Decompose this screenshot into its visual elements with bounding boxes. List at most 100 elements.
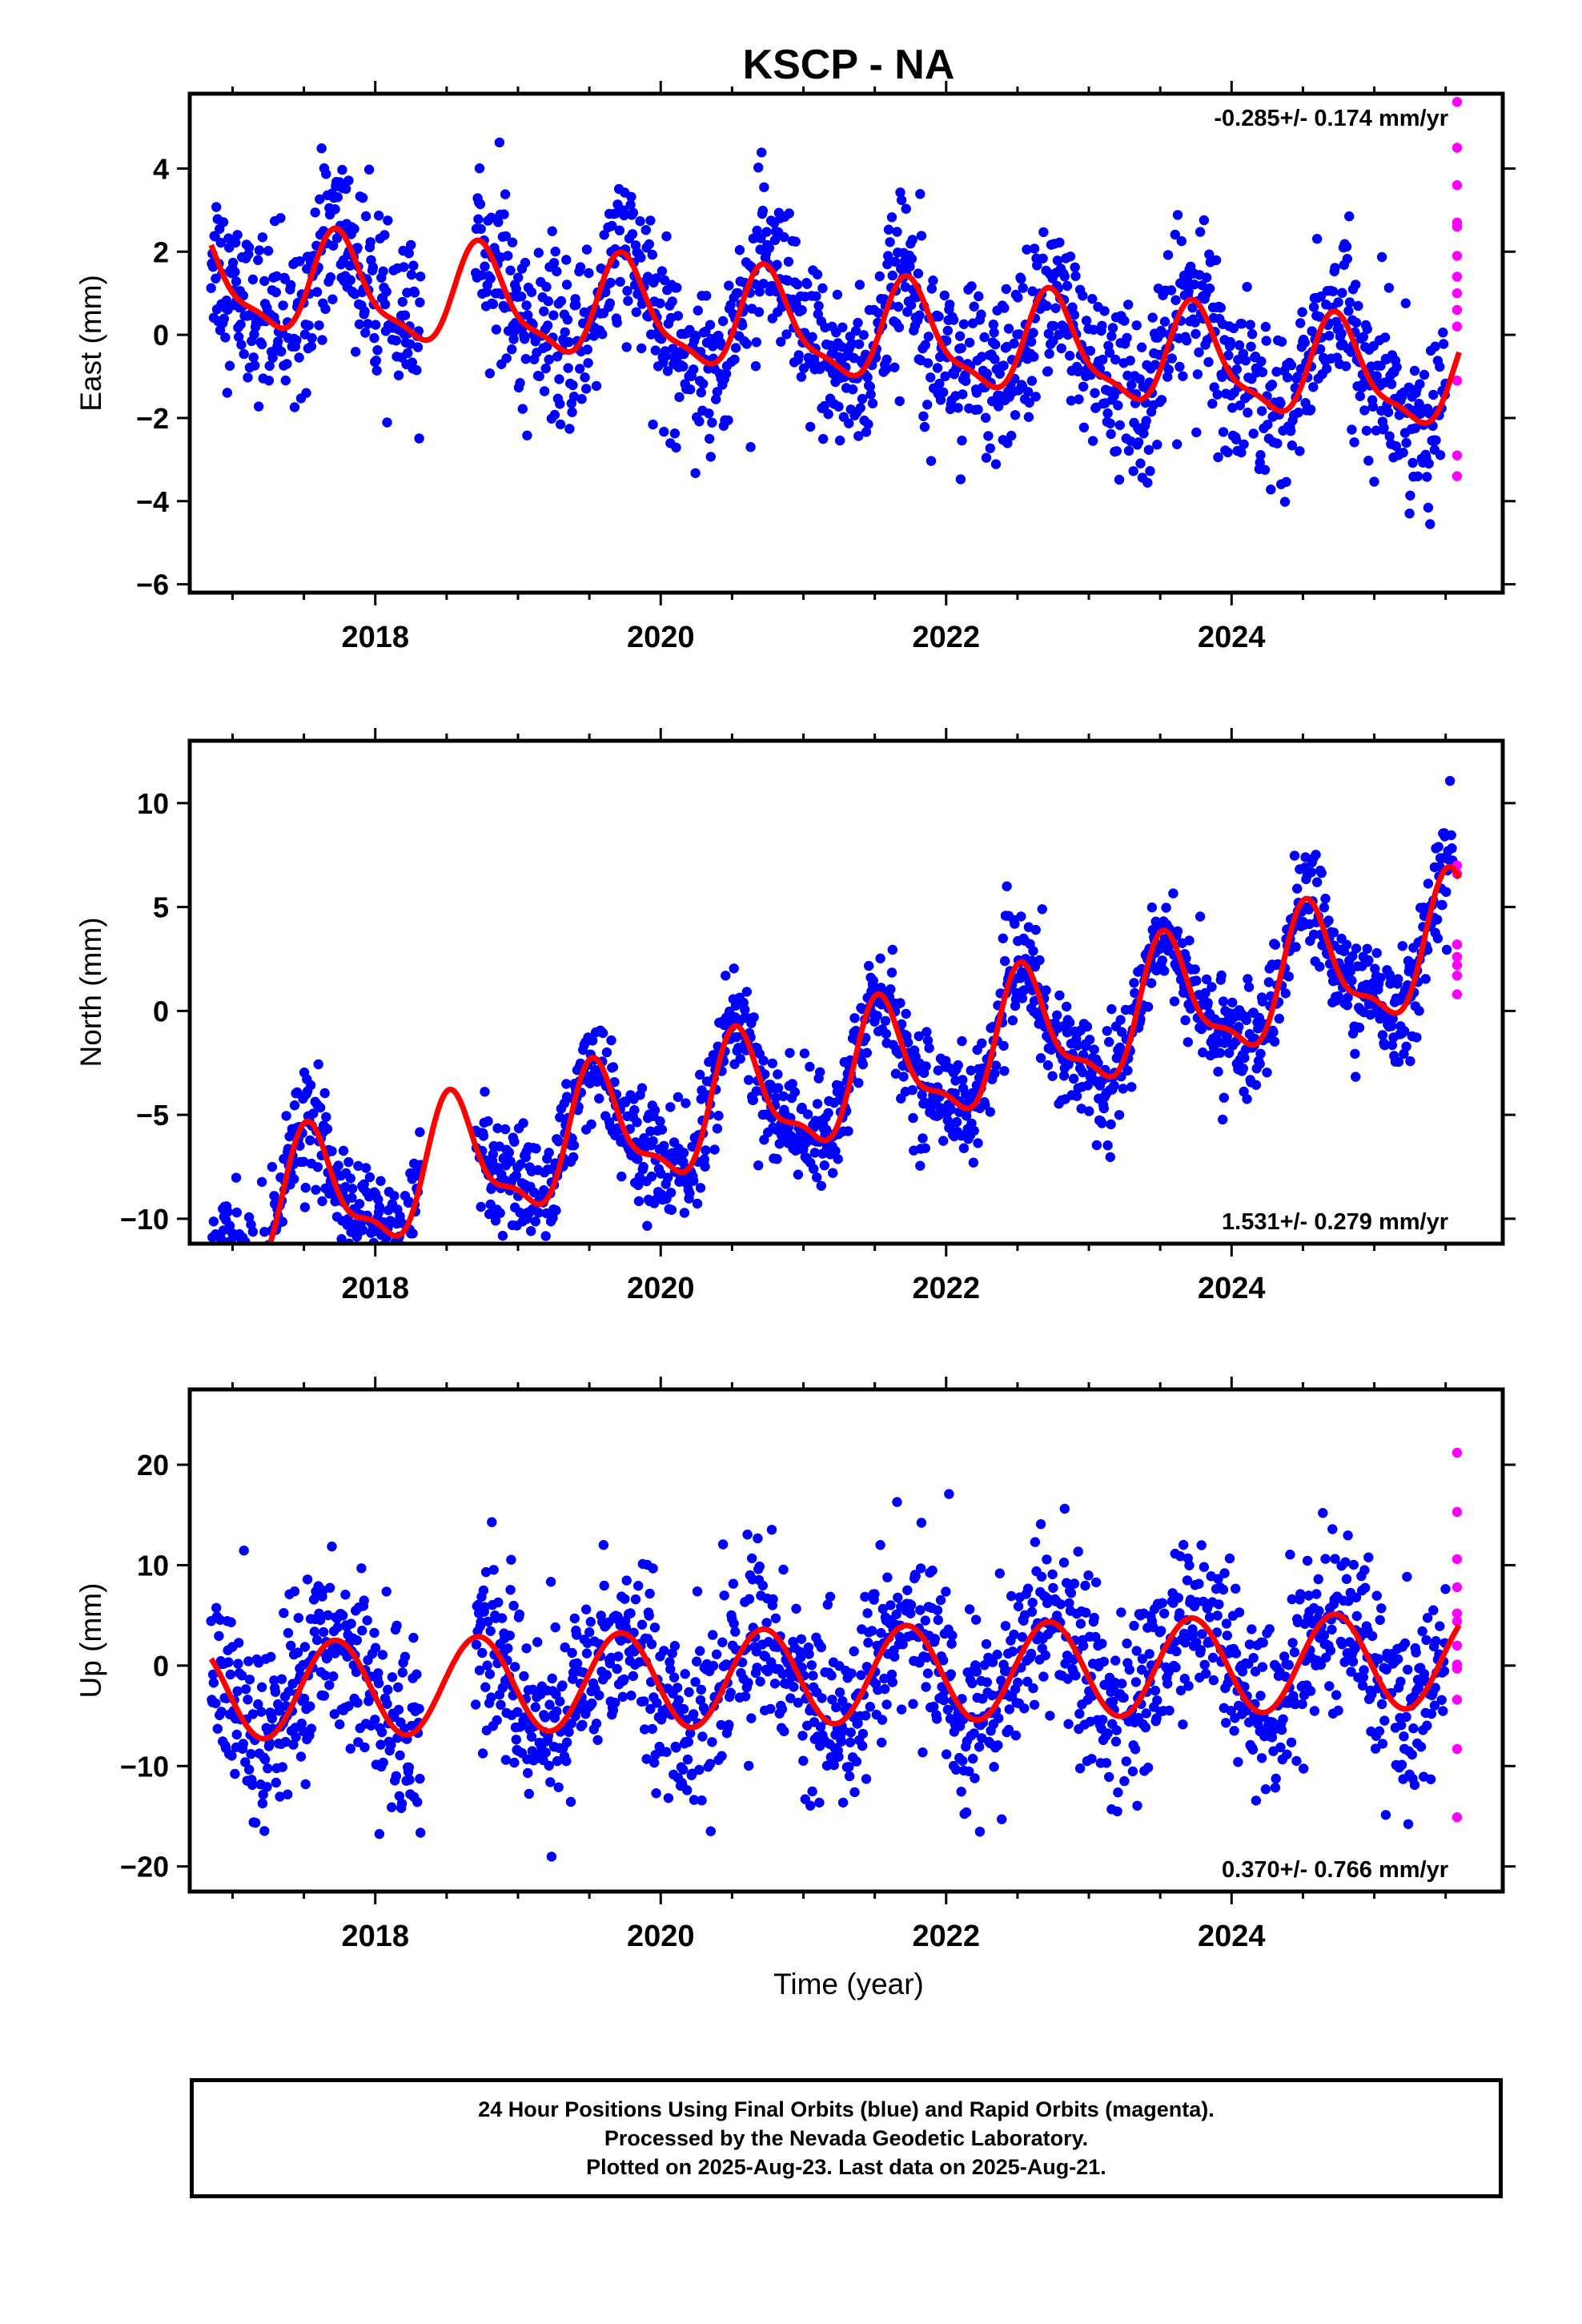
data-point <box>926 283 938 294</box>
data-point <box>967 1753 978 1764</box>
data-point <box>1106 331 1117 341</box>
data-point <box>289 402 300 412</box>
data-point <box>704 408 714 419</box>
data-point <box>1345 966 1356 977</box>
data-point <box>1308 929 1319 940</box>
data-point <box>1023 412 1034 422</box>
data-point <box>746 1713 757 1723</box>
data-point <box>1006 1590 1017 1602</box>
data-point <box>811 291 821 302</box>
data-point <box>1305 404 1316 415</box>
data-point <box>1191 328 1201 340</box>
data-point <box>1146 978 1157 988</box>
data-point <box>1136 342 1147 352</box>
data-point <box>381 1586 391 1597</box>
data-point <box>266 1256 275 1265</box>
data-point <box>302 1574 313 1585</box>
data-point <box>374 1201 385 1212</box>
data-point <box>1062 1001 1072 1012</box>
data-point <box>1028 328 1038 338</box>
data-point <box>1089 1612 1099 1623</box>
data-point <box>1379 1039 1391 1051</box>
data-point <box>245 1270 255 1280</box>
data-point <box>324 1582 335 1593</box>
data-point <box>1255 450 1266 460</box>
data-point <box>301 388 311 398</box>
data-point <box>887 1677 898 1687</box>
data-point <box>1117 1679 1127 1689</box>
data-point <box>652 1698 662 1708</box>
data-point <box>1197 1629 1207 1639</box>
data-point <box>1126 1082 1137 1092</box>
data-point <box>815 1722 826 1732</box>
data-point <box>1172 439 1182 449</box>
data-point <box>1237 319 1247 329</box>
data-point <box>587 1698 597 1709</box>
data-point <box>874 271 885 282</box>
data-point <box>649 1757 660 1768</box>
data-point <box>635 216 645 227</box>
data-point <box>214 1630 224 1642</box>
data-point <box>709 1144 720 1155</box>
data-point <box>561 1079 572 1089</box>
data-point <box>617 1691 628 1702</box>
data-point <box>483 1616 493 1627</box>
data-point <box>1351 1592 1362 1603</box>
data-point <box>248 352 259 363</box>
data-point <box>565 1796 576 1807</box>
data-point <box>1386 379 1397 389</box>
data-point <box>693 305 703 316</box>
data-point <box>1125 356 1135 366</box>
data-point <box>844 1771 855 1782</box>
data-point <box>360 328 371 338</box>
data-point <box>1295 446 1305 456</box>
data-point <box>669 428 681 439</box>
data-point <box>1032 260 1042 271</box>
rapid-orbit-point <box>1452 97 1463 107</box>
data-point <box>335 1719 345 1730</box>
data-point <box>1327 286 1339 297</box>
data-point <box>886 1669 897 1680</box>
data-point <box>649 1105 661 1116</box>
data-point <box>322 1652 333 1663</box>
data-point <box>832 289 843 300</box>
data-point <box>1387 1013 1398 1024</box>
data-point <box>1111 1725 1122 1735</box>
data-point <box>233 1659 243 1669</box>
data-point <box>645 1703 656 1715</box>
data-point <box>644 239 654 250</box>
data-point <box>259 1267 268 1277</box>
data-point <box>1231 434 1242 444</box>
data-point <box>1243 408 1253 418</box>
data-point <box>807 332 817 342</box>
data-point <box>562 315 573 325</box>
data-point <box>1009 338 1019 349</box>
data-point <box>1256 406 1267 416</box>
data-point <box>540 1747 551 1758</box>
data-point <box>683 1737 693 1747</box>
data-point <box>1204 1612 1215 1622</box>
data-point <box>1347 975 1357 986</box>
data-point <box>569 1613 580 1624</box>
data-point <box>863 419 873 429</box>
data-point <box>373 1678 384 1689</box>
data-point <box>1178 1539 1189 1550</box>
data-point <box>1188 1629 1199 1639</box>
data-point <box>684 1687 694 1698</box>
data-point <box>1022 1583 1034 1594</box>
data-point <box>961 376 971 386</box>
data-point <box>1016 274 1026 284</box>
data-point <box>729 354 740 365</box>
data-point <box>251 1282 260 1292</box>
data-point <box>695 1646 705 1656</box>
data-point <box>694 416 705 427</box>
data-point <box>1324 331 1335 341</box>
data-point <box>958 1075 968 1085</box>
data-point <box>1038 227 1049 238</box>
y-tick-label: −6 <box>136 569 169 601</box>
data-point <box>826 1671 837 1681</box>
data-point <box>1082 1021 1093 1032</box>
data-point <box>636 252 646 263</box>
data-point <box>1276 1724 1287 1735</box>
data-point <box>1376 1603 1387 1614</box>
